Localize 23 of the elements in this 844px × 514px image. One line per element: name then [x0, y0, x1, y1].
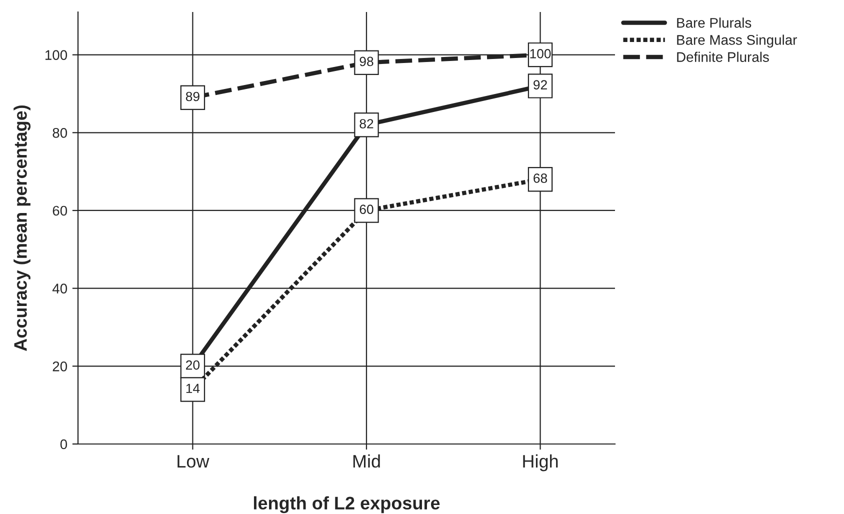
x-axis-title: length of L2 exposure — [254, 496, 440, 514]
y-tick-label: 20 — [52, 361, 68, 372]
data-label: 92 — [534, 80, 547, 90]
data-label: 100 — [530, 49, 551, 58]
x-tick-label: Low — [178, 455, 210, 468]
data-label: 14 — [186, 384, 200, 393]
data-label: 82 — [360, 119, 374, 128]
legend-label: Bare Plurals — [677, 18, 752, 28]
y-axis-title: Accuracy (mean percentage) — [14, 105, 31, 351]
y-tick-label: 0 — [60, 439, 68, 450]
y-tick-label: 100 — [45, 50, 68, 60]
legend-label: Definite Plurals — [677, 52, 769, 62]
data-label: 60 — [360, 204, 374, 214]
legend-label: Bare Mass Singular — [677, 34, 797, 48]
y-tick-label: 60 — [52, 206, 68, 216]
data-label: 68 — [534, 174, 548, 183]
data-label: 20 — [186, 360, 200, 370]
y-tick-label: 40 — [52, 284, 68, 294]
x-tick-label: Mid — [353, 454, 380, 468]
data-label: 98 — [360, 56, 374, 66]
y-tick-label: 80 — [52, 128, 68, 138]
x-tick-label: High — [523, 454, 558, 472]
data-label: 89 — [186, 92, 200, 102]
